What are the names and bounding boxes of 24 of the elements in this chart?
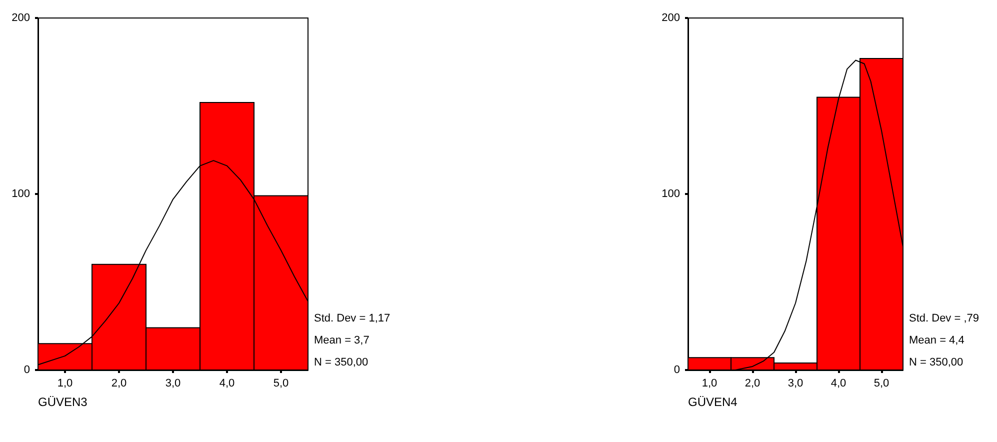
x-tick-label: 3,0 [165,378,181,390]
x-tick-label: 1,0 [57,378,73,390]
y-tick-label: 200 [662,12,680,24]
y-tick-label: 100 [662,188,680,200]
x-tick-label: 4,0 [219,378,235,390]
text: Std. Dev = ,79 [909,312,980,324]
x-tick-label: 2,0 [744,378,760,390]
x-tick-label: 2,0 [111,378,127,390]
x-tick-label: 5,0 [874,378,890,390]
x-tick-label: 1,0 [702,378,718,390]
x-tick-label: 4,0 [830,378,846,390]
y-tick-label: 200 [12,12,30,24]
x-tick-label: 3,0 [788,378,804,390]
x-axis-title: GÜVEN4 [688,395,738,409]
text: N = 350,00 [909,356,964,368]
y-tick-label: 0 [674,364,680,376]
x-tick-label: 5,0 [273,378,289,390]
text: Mean = 4,4 [909,334,964,346]
x-axis-title: GÜVEN3 [38,395,88,409]
y-tick-label: 0 [24,364,30,376]
y-tick-label: 100 [12,188,30,200]
text: Mean = 3,7 [314,334,370,346]
text: N = 350,00 [314,356,368,368]
text: Std. Dev = 1,17 [314,312,390,324]
